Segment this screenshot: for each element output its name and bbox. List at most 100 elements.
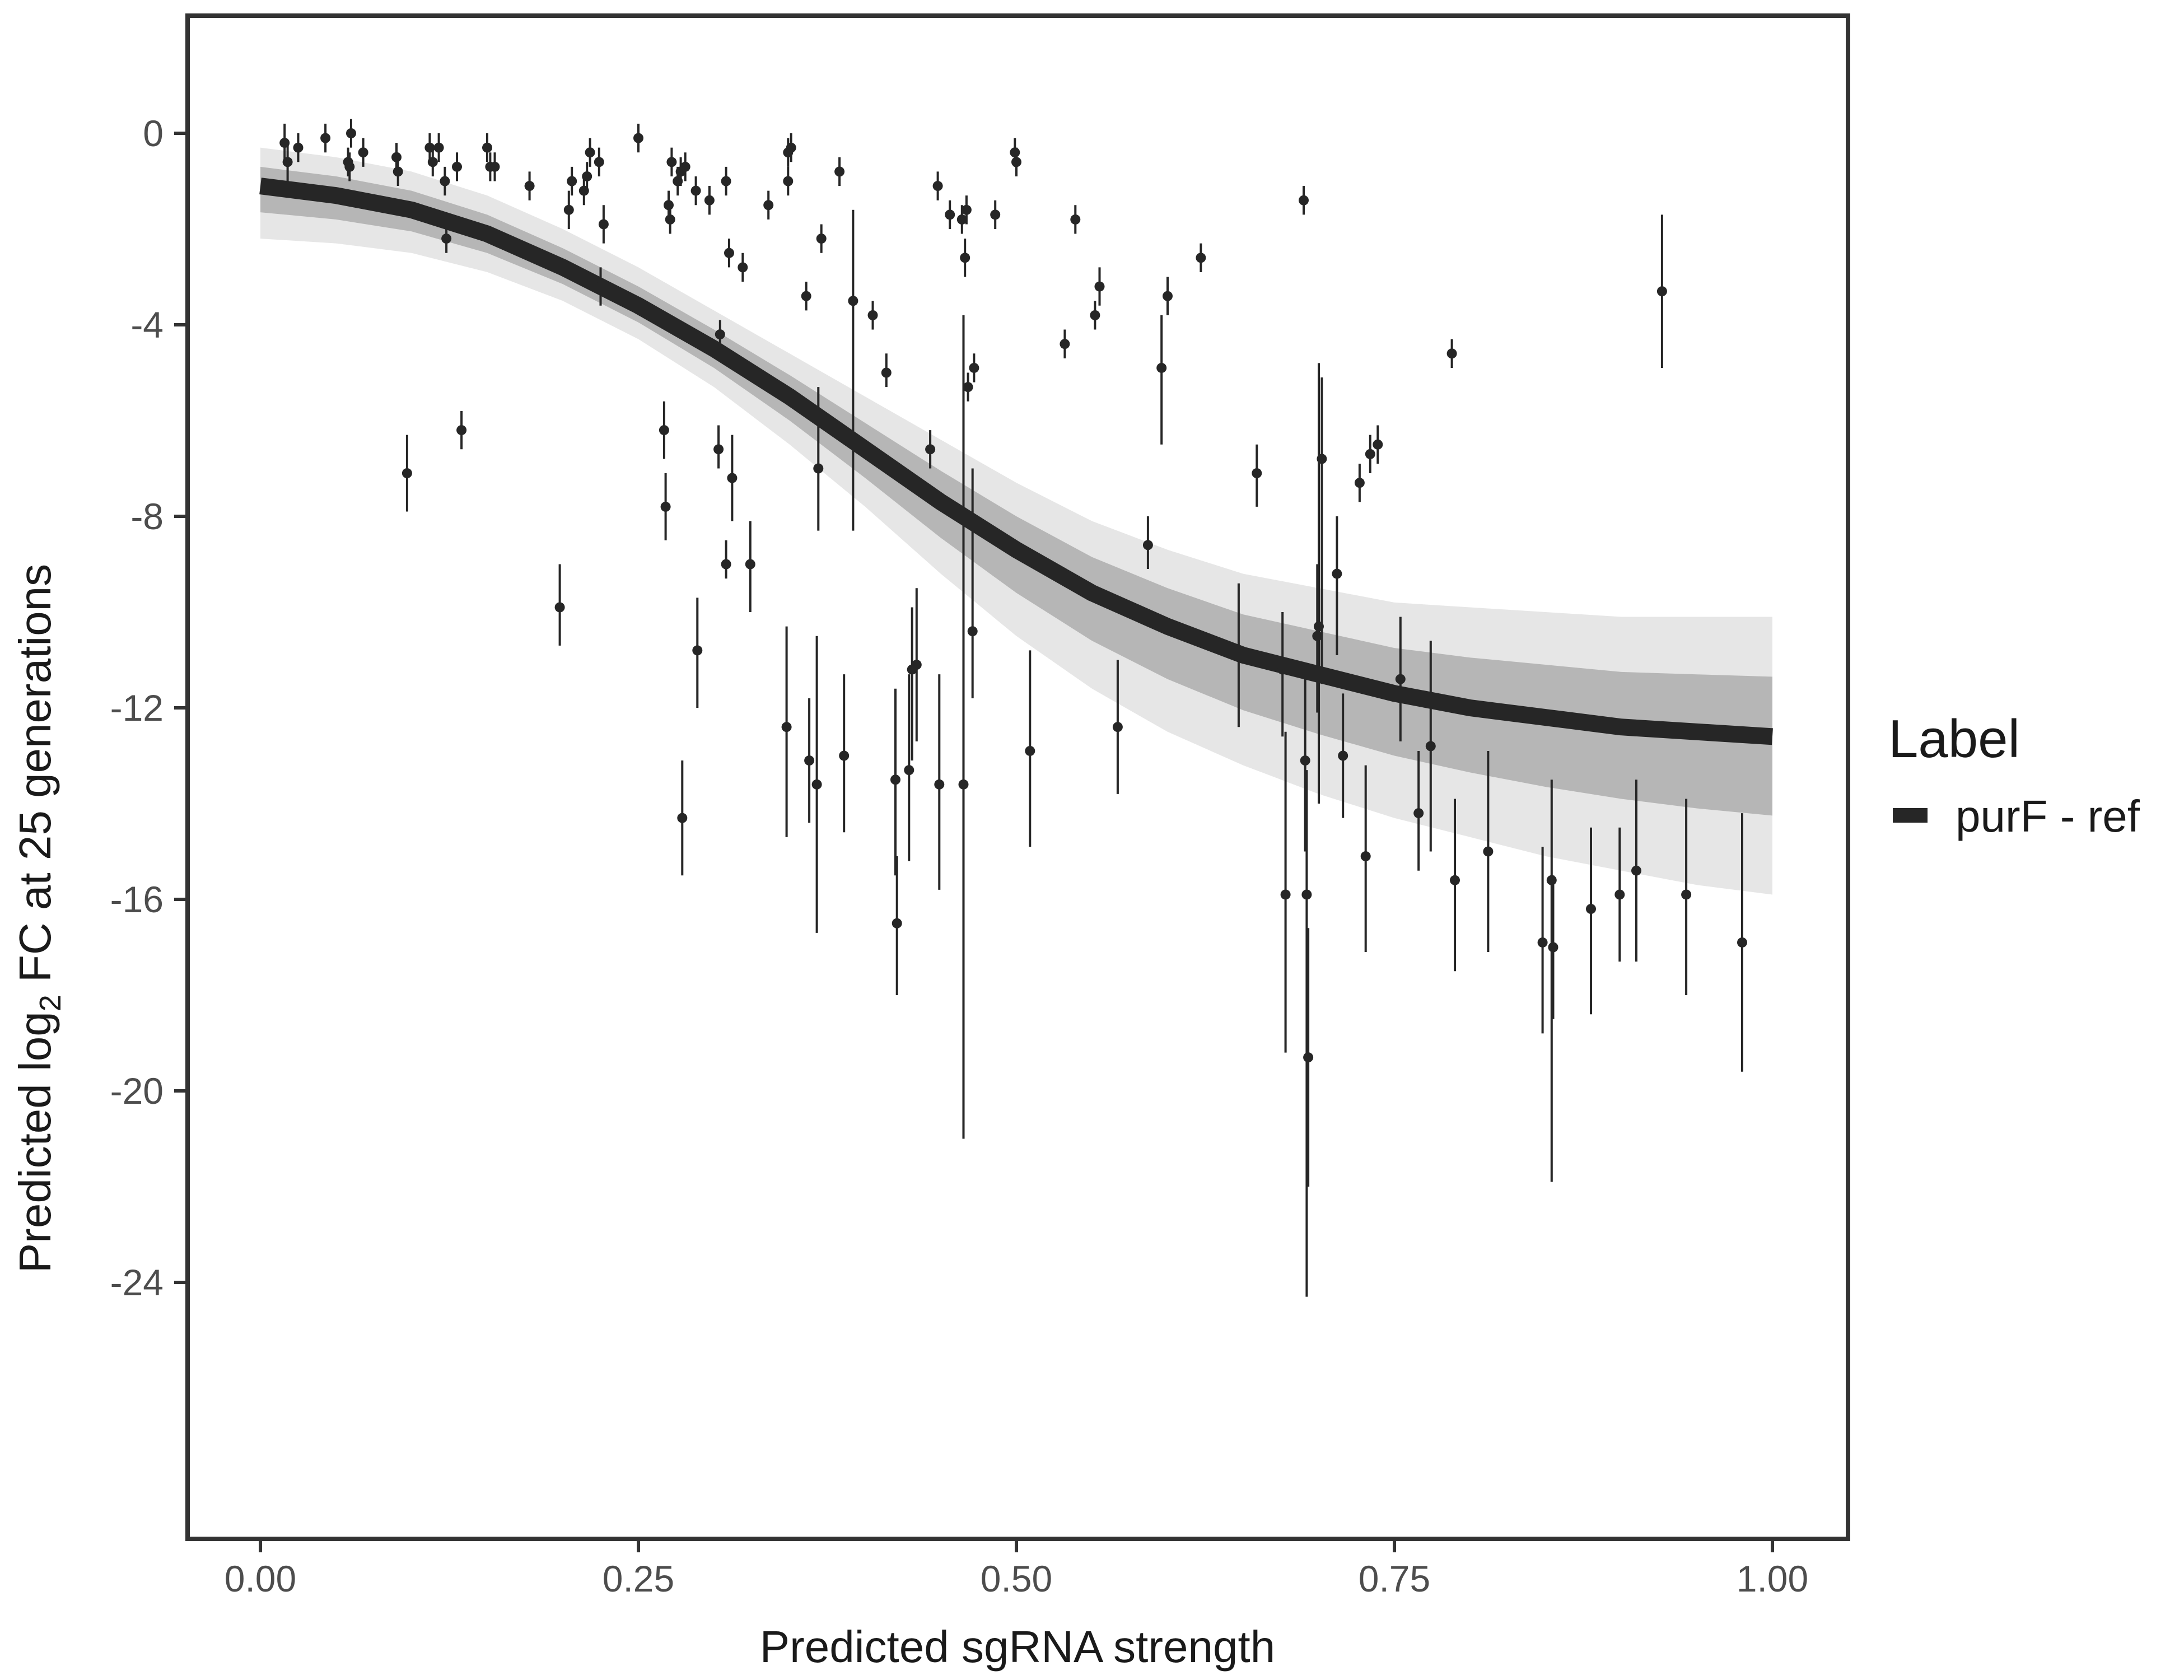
data-point [839, 750, 850, 761]
x-tick-label: 0.00 [225, 1558, 296, 1599]
data-point [456, 425, 467, 436]
data-point [482, 142, 492, 153]
data-point [969, 362, 979, 373]
data-point [727, 473, 738, 483]
data-point [427, 157, 438, 167]
data-point [1537, 937, 1548, 948]
data-point [958, 779, 969, 790]
y-tick-label: -8 [130, 496, 164, 537]
data-point [582, 171, 592, 181]
plot-panel-border [185, 13, 1850, 1541]
data-point [1614, 889, 1625, 900]
data-point [932, 181, 943, 192]
confidence-ribbon-inner [260, 166, 1772, 816]
y-axis-title-subscript: 2 [34, 995, 67, 1011]
data-point [320, 133, 331, 143]
data-point [440, 176, 450, 186]
data-point [786, 142, 796, 153]
data-point [724, 248, 734, 258]
data-point [677, 813, 688, 823]
data-point [1233, 650, 1244, 660]
data-point [781, 722, 792, 732]
data-point [816, 234, 827, 244]
data-point [633, 133, 643, 143]
data-point [925, 444, 936, 455]
data-point [1656, 286, 1667, 297]
data-point [1373, 439, 1383, 450]
data-point [441, 234, 452, 244]
legend-key-swatch [1893, 808, 1928, 823]
data-point [680, 161, 690, 172]
data-point [1303, 1052, 1314, 1063]
data-point [1070, 214, 1081, 225]
data-point [904, 765, 914, 776]
data-point [956, 214, 967, 225]
data-point [721, 559, 731, 570]
y-axis-title-prefix: Predicted log [10, 1011, 60, 1273]
data-point [1280, 889, 1291, 900]
data-point [963, 382, 973, 393]
legend-entry-label: purF - ref [1956, 791, 2140, 841]
data-point [594, 157, 604, 167]
data-point [1631, 865, 1641, 876]
data-point [554, 602, 565, 613]
x-axis: 0.00 0.25 0.50 0.75 1.00 [225, 1541, 1808, 1599]
data-point [801, 291, 811, 301]
x-axis-title: Predicted sgRNA strength [760, 1622, 1275, 1672]
data-point [1112, 722, 1123, 732]
data-point [813, 463, 824, 474]
data-point [1300, 755, 1310, 766]
y-tick-label: -20 [110, 1070, 164, 1112]
fit-line [259, 178, 1773, 745]
data-point [867, 310, 878, 320]
data-point [1446, 348, 1457, 359]
data-point [848, 296, 858, 306]
data-point [692, 645, 703, 656]
data-point [834, 166, 845, 177]
x-tick-label: 0.25 [603, 1558, 674, 1599]
data-point [934, 779, 945, 790]
data-point [1312, 631, 1323, 641]
data-point [704, 195, 715, 206]
data-point [567, 176, 577, 186]
data-point [1483, 846, 1494, 857]
data-point [961, 204, 972, 215]
x-tick-label: 0.75 [1359, 1558, 1430, 1599]
data-point [1546, 875, 1557, 885]
data-point [598, 219, 609, 230]
y-axis: 0 -4 -8 -12 -16 -20 -24 [110, 113, 185, 1303]
data-point [1354, 478, 1365, 488]
data-point [1163, 291, 1173, 301]
data-point [489, 161, 500, 172]
data-point [1314, 621, 1324, 632]
data-point [892, 918, 902, 928]
data-point [585, 147, 595, 158]
data-point [804, 755, 815, 766]
data-point [881, 367, 892, 378]
data-point [1413, 808, 1424, 819]
data-point [1277, 664, 1288, 675]
data-point [967, 626, 978, 637]
data-point [1365, 449, 1375, 459]
x-tick-label: 0.50 [981, 1558, 1052, 1599]
data-point [1548, 942, 1558, 953]
data-point [721, 176, 731, 186]
data-point [660, 501, 671, 512]
data-point [1395, 674, 1406, 684]
data-point [563, 204, 574, 215]
y-tick-label: -16 [110, 879, 164, 920]
data-point [1301, 889, 1312, 900]
data-point [890, 774, 900, 785]
y-tick-label: -12 [110, 687, 164, 729]
data-point [1060, 339, 1070, 349]
data-point [664, 200, 674, 211]
fit-line-layer [259, 178, 1773, 745]
data-point [391, 152, 402, 162]
data-point [990, 209, 1001, 220]
data-point [1011, 157, 1021, 167]
data-point [1317, 454, 1327, 464]
data-point [673, 176, 683, 186]
data-point [1025, 745, 1035, 756]
